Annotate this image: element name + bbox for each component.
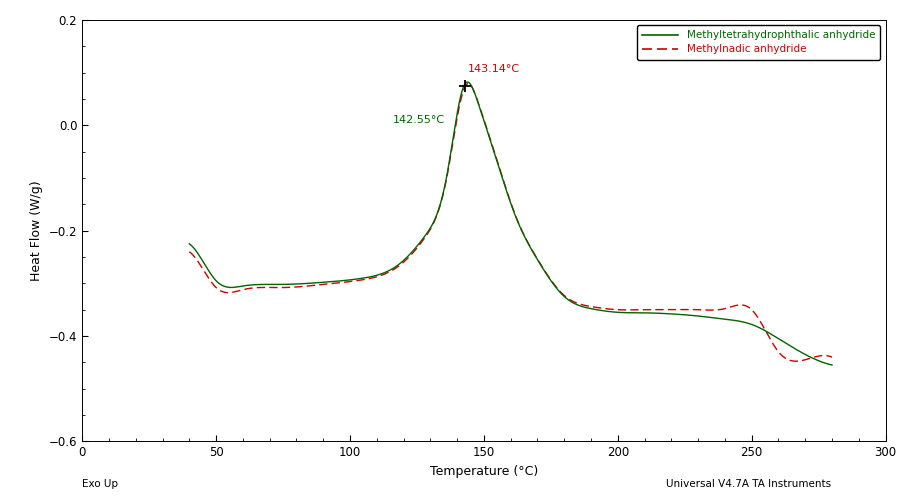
Text: Universal V4.7A TA Instruments: Universal V4.7A TA Instruments — [666, 479, 831, 489]
Text: 142.55°C: 142.55°C — [393, 115, 445, 124]
Legend: Methyltetrahydrophthalic anhydride, Methylnadic anhydride: Methyltetrahydrophthalic anhydride, Meth… — [636, 25, 880, 60]
Y-axis label: Heat Flow (W/g): Heat Flow (W/g) — [30, 181, 43, 281]
Text: 143.14°C: 143.14°C — [467, 64, 519, 74]
Text: Exo Up: Exo Up — [82, 479, 118, 489]
X-axis label: Temperature (°C): Temperature (°C) — [430, 465, 538, 478]
